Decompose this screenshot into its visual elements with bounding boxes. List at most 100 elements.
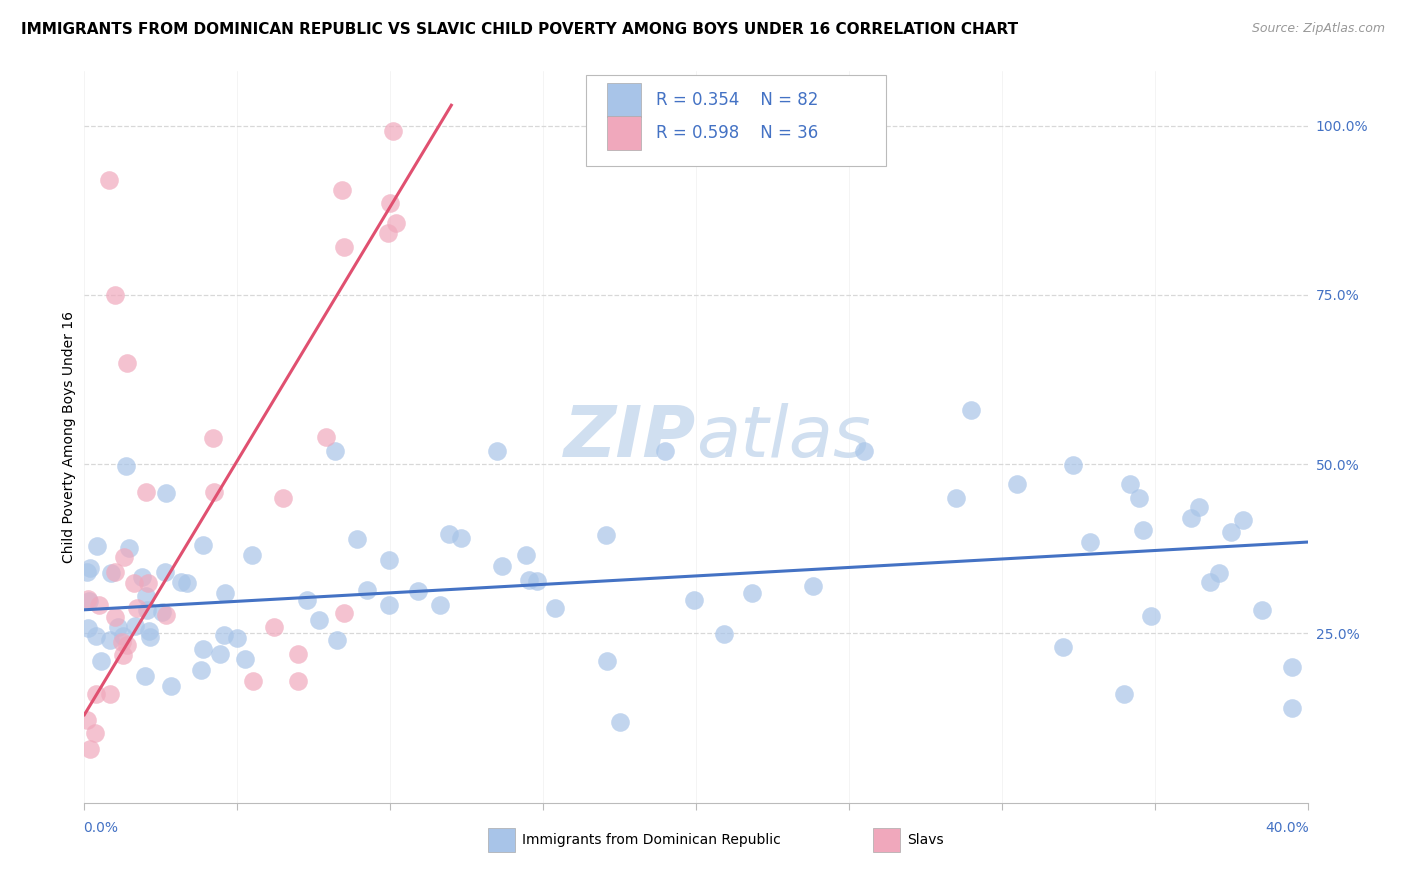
Point — [104, 610, 127, 624]
Text: Source: ZipAtlas.com: Source: ZipAtlas.com — [1251, 22, 1385, 36]
Point — [1208, 566, 1230, 581]
Point — [98, 633, 121, 648]
Point — [124, 618, 146, 632]
Point — [77, 593, 100, 607]
Point — [111, 648, 134, 662]
Point — [76, 713, 98, 727]
Point — [491, 559, 513, 574]
Point — [84, 687, 107, 701]
Point — [1198, 575, 1220, 590]
Point — [131, 569, 153, 583]
Text: 40.0%: 40.0% — [1265, 821, 1309, 835]
Point — [214, 586, 236, 600]
Point — [193, 641, 215, 656]
Point — [1232, 513, 1254, 527]
Point — [114, 459, 136, 474]
FancyBboxPatch shape — [586, 75, 886, 167]
Text: 0.0%: 0.0% — [83, 821, 118, 835]
Point — [90, 654, 112, 668]
Point — [77, 622, 100, 636]
Point — [378, 598, 401, 612]
Point — [209, 648, 232, 662]
Point — [115, 638, 138, 652]
Point — [135, 484, 157, 499]
Point — [111, 629, 134, 643]
Point — [79, 741, 101, 756]
Point — [104, 566, 127, 580]
Point — [226, 632, 249, 646]
Point — [654, 443, 676, 458]
Point — [801, 579, 824, 593]
Point — [136, 576, 159, 591]
Text: IMMIGRANTS FROM DOMINICAN REPUBLIC VS SLAVIC CHILD POVERTY AMONG BOYS UNDER 16 C: IMMIGRANTS FROM DOMINICAN REPUBLIC VS SL… — [21, 22, 1018, 37]
Point — [112, 550, 135, 565]
Point — [356, 582, 378, 597]
Point — [138, 624, 160, 639]
Point — [713, 627, 735, 641]
Point — [325, 632, 347, 647]
Point — [287, 673, 309, 688]
Point — [683, 592, 706, 607]
Text: ZIP: ZIP — [564, 402, 696, 472]
Point — [1250, 603, 1272, 617]
Point — [1220, 524, 1243, 539]
Point — [104, 288, 127, 302]
Text: R = 0.598    N = 36: R = 0.598 N = 36 — [655, 124, 818, 142]
Point — [202, 484, 225, 499]
Point — [1005, 477, 1028, 491]
Point — [295, 592, 318, 607]
Point — [76, 565, 98, 579]
Point — [437, 527, 460, 541]
Point — [960, 403, 983, 417]
Point — [287, 647, 309, 661]
Point — [1119, 477, 1142, 491]
Point — [150, 605, 173, 619]
Point — [176, 575, 198, 590]
Point — [1114, 688, 1136, 702]
Point — [853, 443, 876, 458]
Point — [486, 443, 509, 458]
Point — [406, 583, 429, 598]
Point — [385, 216, 408, 230]
Point — [515, 548, 537, 562]
Point — [517, 573, 540, 587]
Point — [1281, 701, 1303, 715]
Point — [100, 566, 122, 580]
Point — [111, 635, 134, 649]
Point — [429, 598, 451, 612]
Point — [155, 486, 177, 500]
Point — [1281, 660, 1303, 674]
Point — [333, 606, 356, 620]
Point — [1052, 640, 1074, 654]
Bar — [488, 829, 515, 852]
Point — [741, 586, 763, 600]
Point — [202, 431, 225, 445]
Text: R = 0.354    N = 82: R = 0.354 N = 82 — [655, 91, 818, 109]
Point — [98, 687, 121, 701]
Point — [190, 663, 212, 677]
Point — [382, 123, 405, 137]
Point — [77, 591, 100, 606]
Point — [945, 491, 967, 505]
Point — [139, 630, 162, 644]
Point — [155, 608, 177, 623]
Point — [308, 613, 330, 627]
Point — [107, 620, 129, 634]
Point — [212, 628, 235, 642]
Point — [84, 630, 107, 644]
Point — [1078, 535, 1101, 549]
Point — [526, 574, 548, 588]
Point — [346, 532, 368, 546]
Point — [242, 673, 264, 688]
Point — [233, 652, 256, 666]
Point — [127, 601, 149, 615]
Point — [609, 714, 631, 729]
Point — [544, 601, 567, 615]
Point — [84, 726, 107, 740]
Point — [1062, 458, 1084, 472]
Point — [153, 565, 176, 579]
Text: Slavs: Slavs — [908, 833, 945, 847]
Point — [596, 654, 619, 668]
Point — [263, 620, 285, 634]
Point — [240, 548, 263, 562]
